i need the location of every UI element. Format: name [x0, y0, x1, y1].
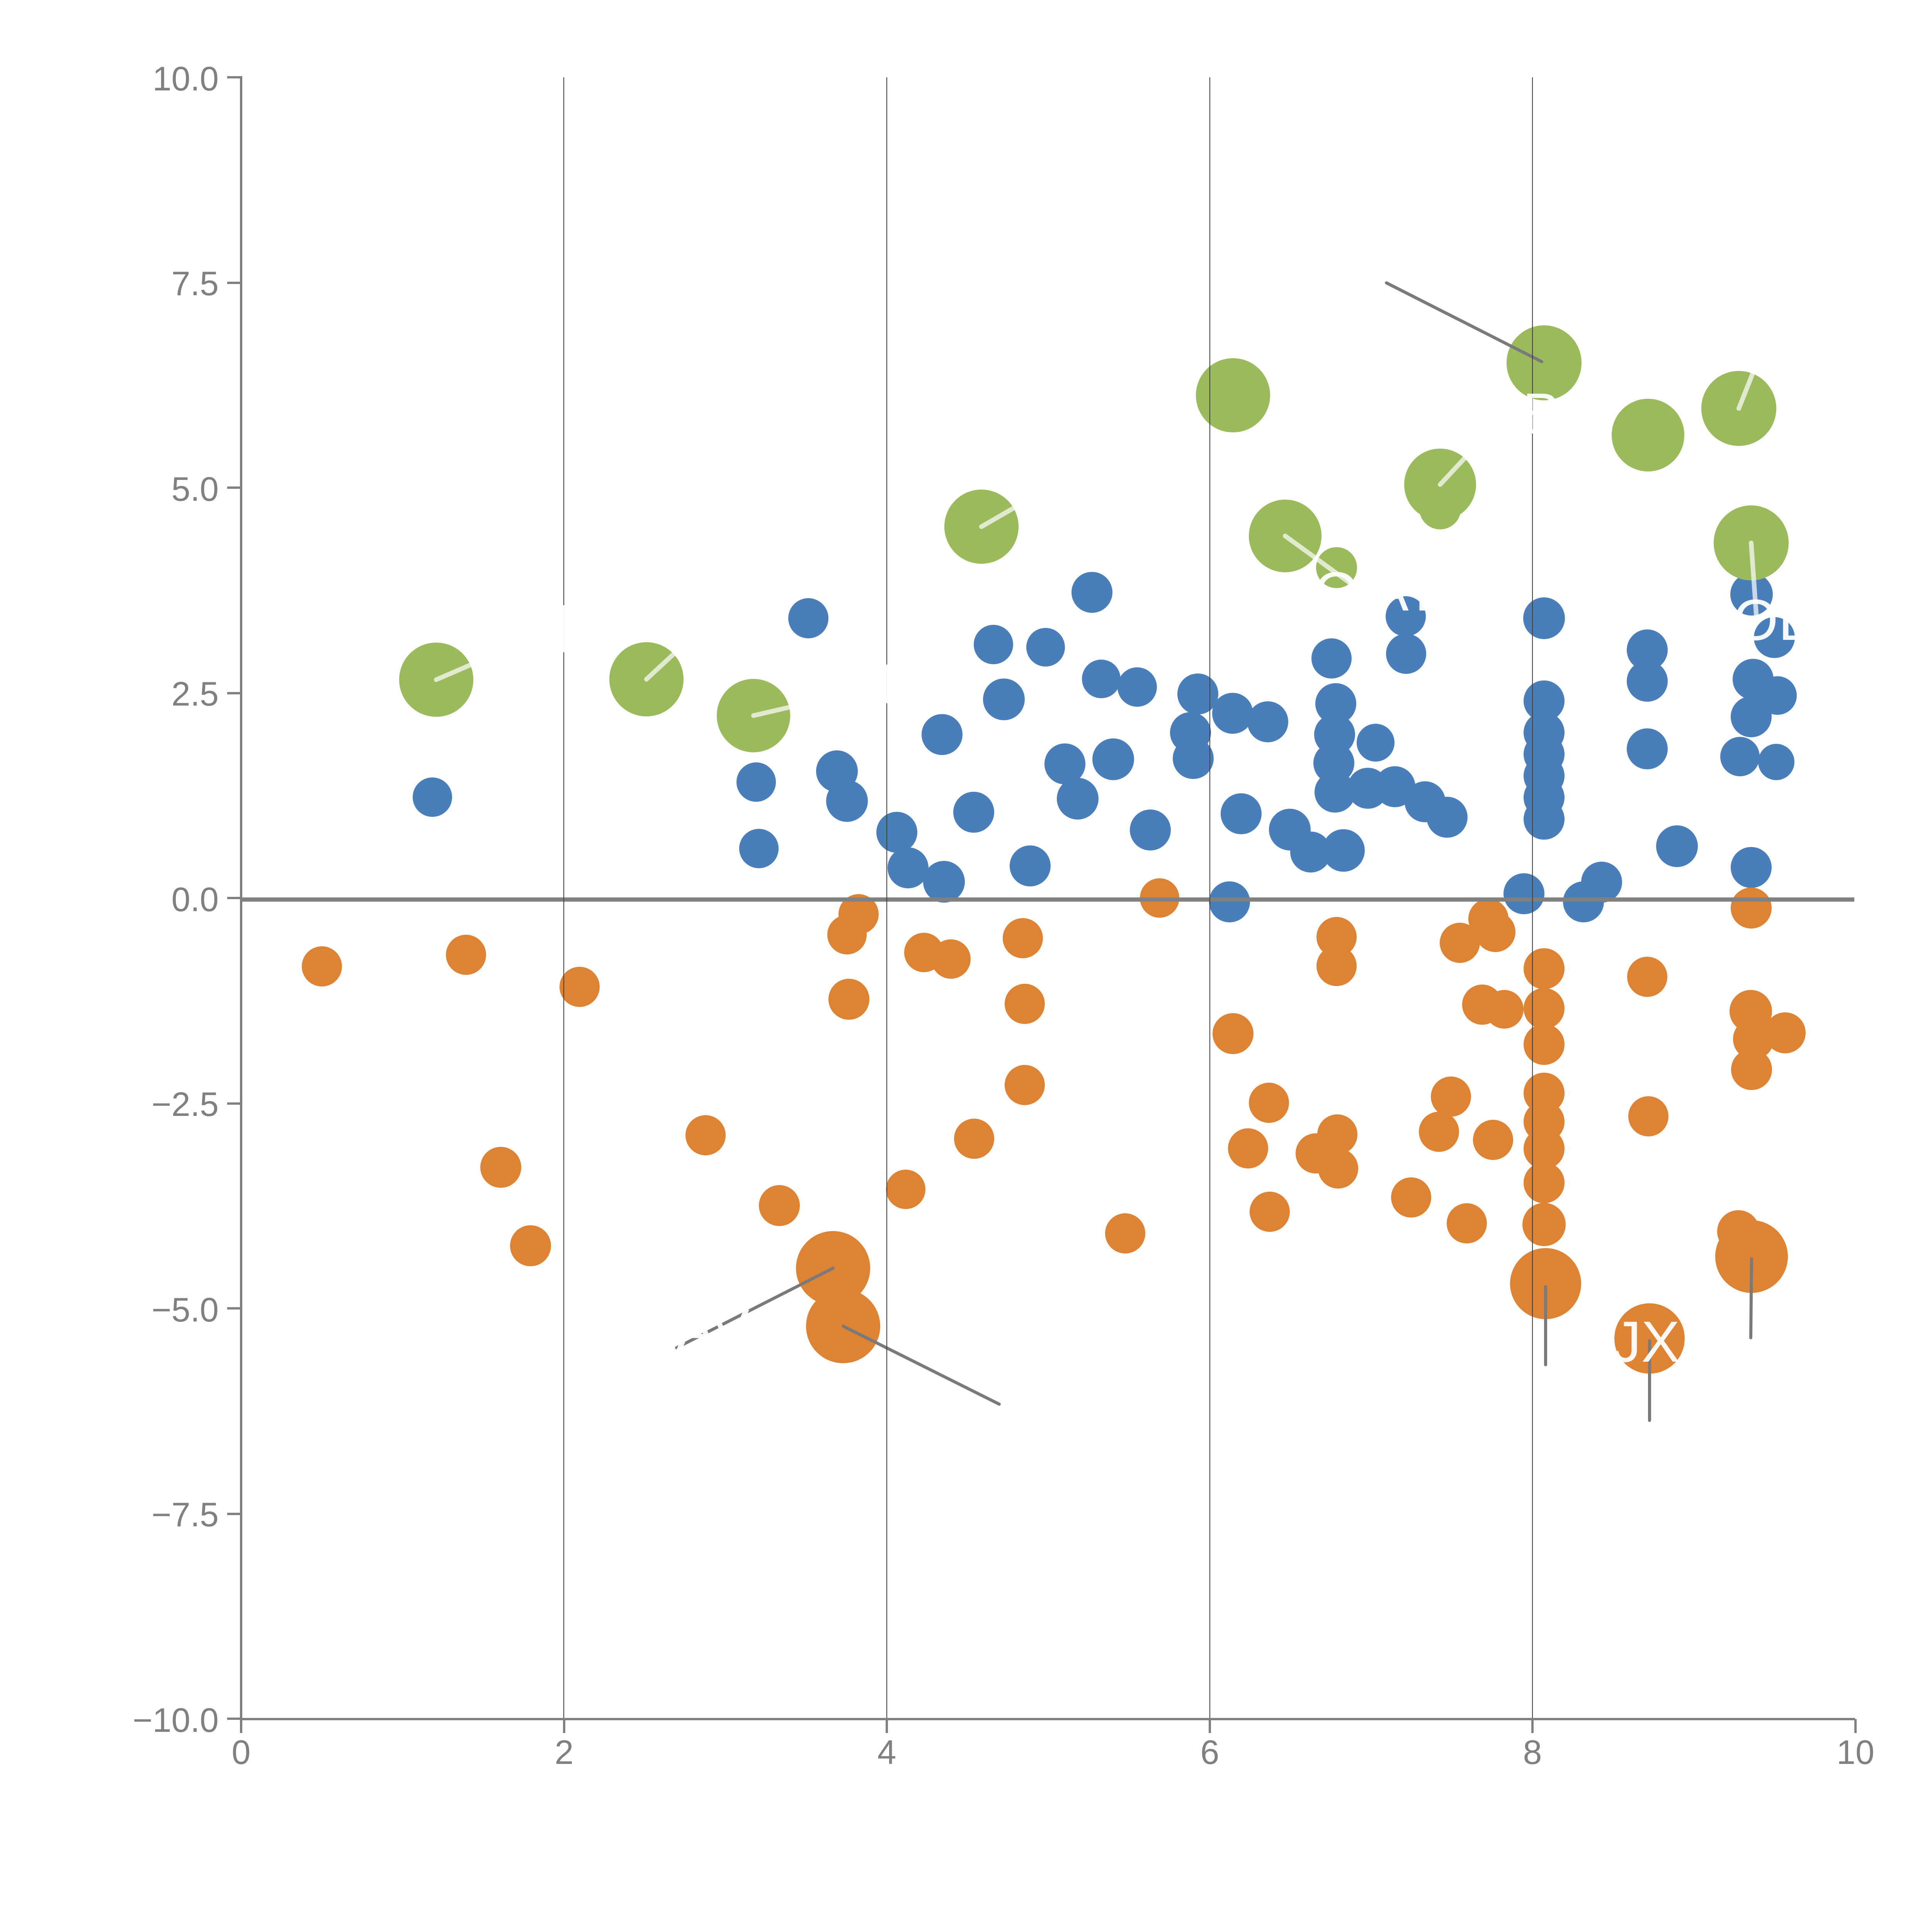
svg-text:6: 6 [1201, 1733, 1219, 1771]
svg-text:2.5: 2.5 [172, 675, 219, 713]
svg-text:5.0: 5.0 [172, 470, 219, 508]
svg-text:−10.0: −10.0 [133, 1701, 219, 1739]
svg-text:2: 2 [555, 1733, 574, 1771]
svg-text:−2.5: −2.5 [151, 1085, 219, 1123]
svg-text:10: 10 [1837, 1733, 1874, 1771]
svg-text:B: B [1522, 381, 1561, 446]
svg-text:AV: AV [677, 1297, 750, 1362]
svg-text:OT: OT [1314, 560, 1395, 625]
svg-text:−5.0: −5.0 [151, 1291, 219, 1329]
svg-text:JX: JX [1612, 1309, 1680, 1374]
svg-text:AT: AT [1370, 558, 1440, 623]
svg-text:8: 8 [1523, 1733, 1542, 1771]
svg-text:−7.5: −7.5 [151, 1495, 219, 1534]
svg-text:0: 0 [232, 1733, 251, 1771]
svg-text:7.5: 7.5 [172, 264, 219, 303]
svg-text:OD: OD [1733, 587, 1820, 652]
svg-text:4: 4 [878, 1733, 896, 1771]
svg-text:0.0: 0.0 [172, 880, 219, 918]
svg-text:10.0: 10.0 [153, 60, 219, 98]
